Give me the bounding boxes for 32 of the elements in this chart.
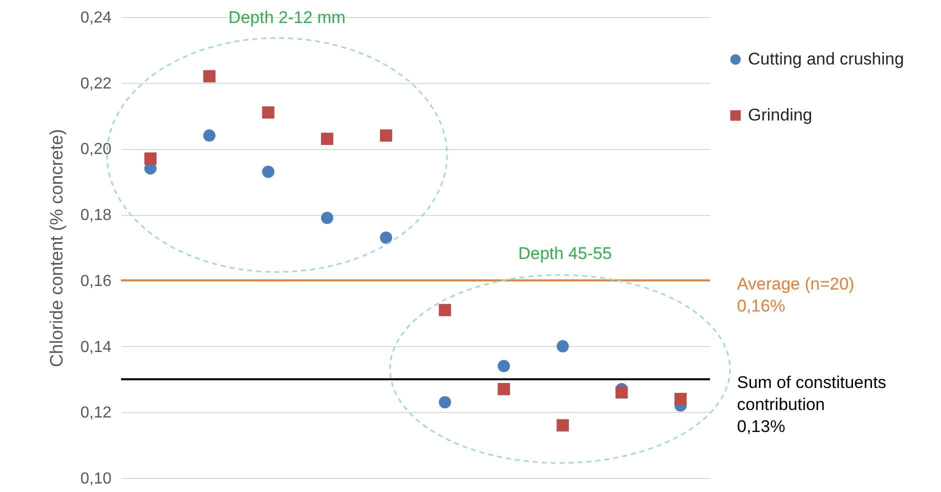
legend-label: Cutting and crushing xyxy=(748,50,904,68)
point xyxy=(438,396,452,408)
point xyxy=(380,232,392,244)
point xyxy=(321,212,334,224)
point xyxy=(262,166,274,178)
ref-line-label: Average (n=20) 0,16% xyxy=(737,274,854,316)
point xyxy=(380,129,392,142)
point xyxy=(203,70,216,82)
point xyxy=(203,129,216,142)
y-tick-label: 0,10 xyxy=(80,470,112,488)
y-tick-label: 0,18 xyxy=(80,207,112,224)
point xyxy=(321,132,334,145)
ref-line-label: Sum of constituents contribution 0,13% xyxy=(737,373,886,436)
y-axis-title: Chloride content (% concrete) xyxy=(46,128,66,368)
point xyxy=(674,392,687,406)
annotation: Depth 45-55 xyxy=(518,244,612,264)
y-tick-label: 0,24 xyxy=(80,10,112,26)
point xyxy=(498,360,510,372)
point xyxy=(262,106,274,119)
y-tick-label: 0,12 xyxy=(80,404,112,422)
y-tick-label: 0,22 xyxy=(80,75,112,92)
y-tick-label: 0,20 xyxy=(80,141,112,158)
point xyxy=(556,419,569,432)
legend-label: Grinding xyxy=(748,106,812,124)
point xyxy=(556,340,569,352)
annotation: Depth 2-12 mm xyxy=(228,8,346,28)
y-tick-label: 0,16 xyxy=(80,272,112,290)
point xyxy=(144,152,157,165)
point xyxy=(438,304,452,316)
y-tick-label: 0,14 xyxy=(80,338,112,356)
point xyxy=(616,386,628,399)
point xyxy=(498,382,510,396)
